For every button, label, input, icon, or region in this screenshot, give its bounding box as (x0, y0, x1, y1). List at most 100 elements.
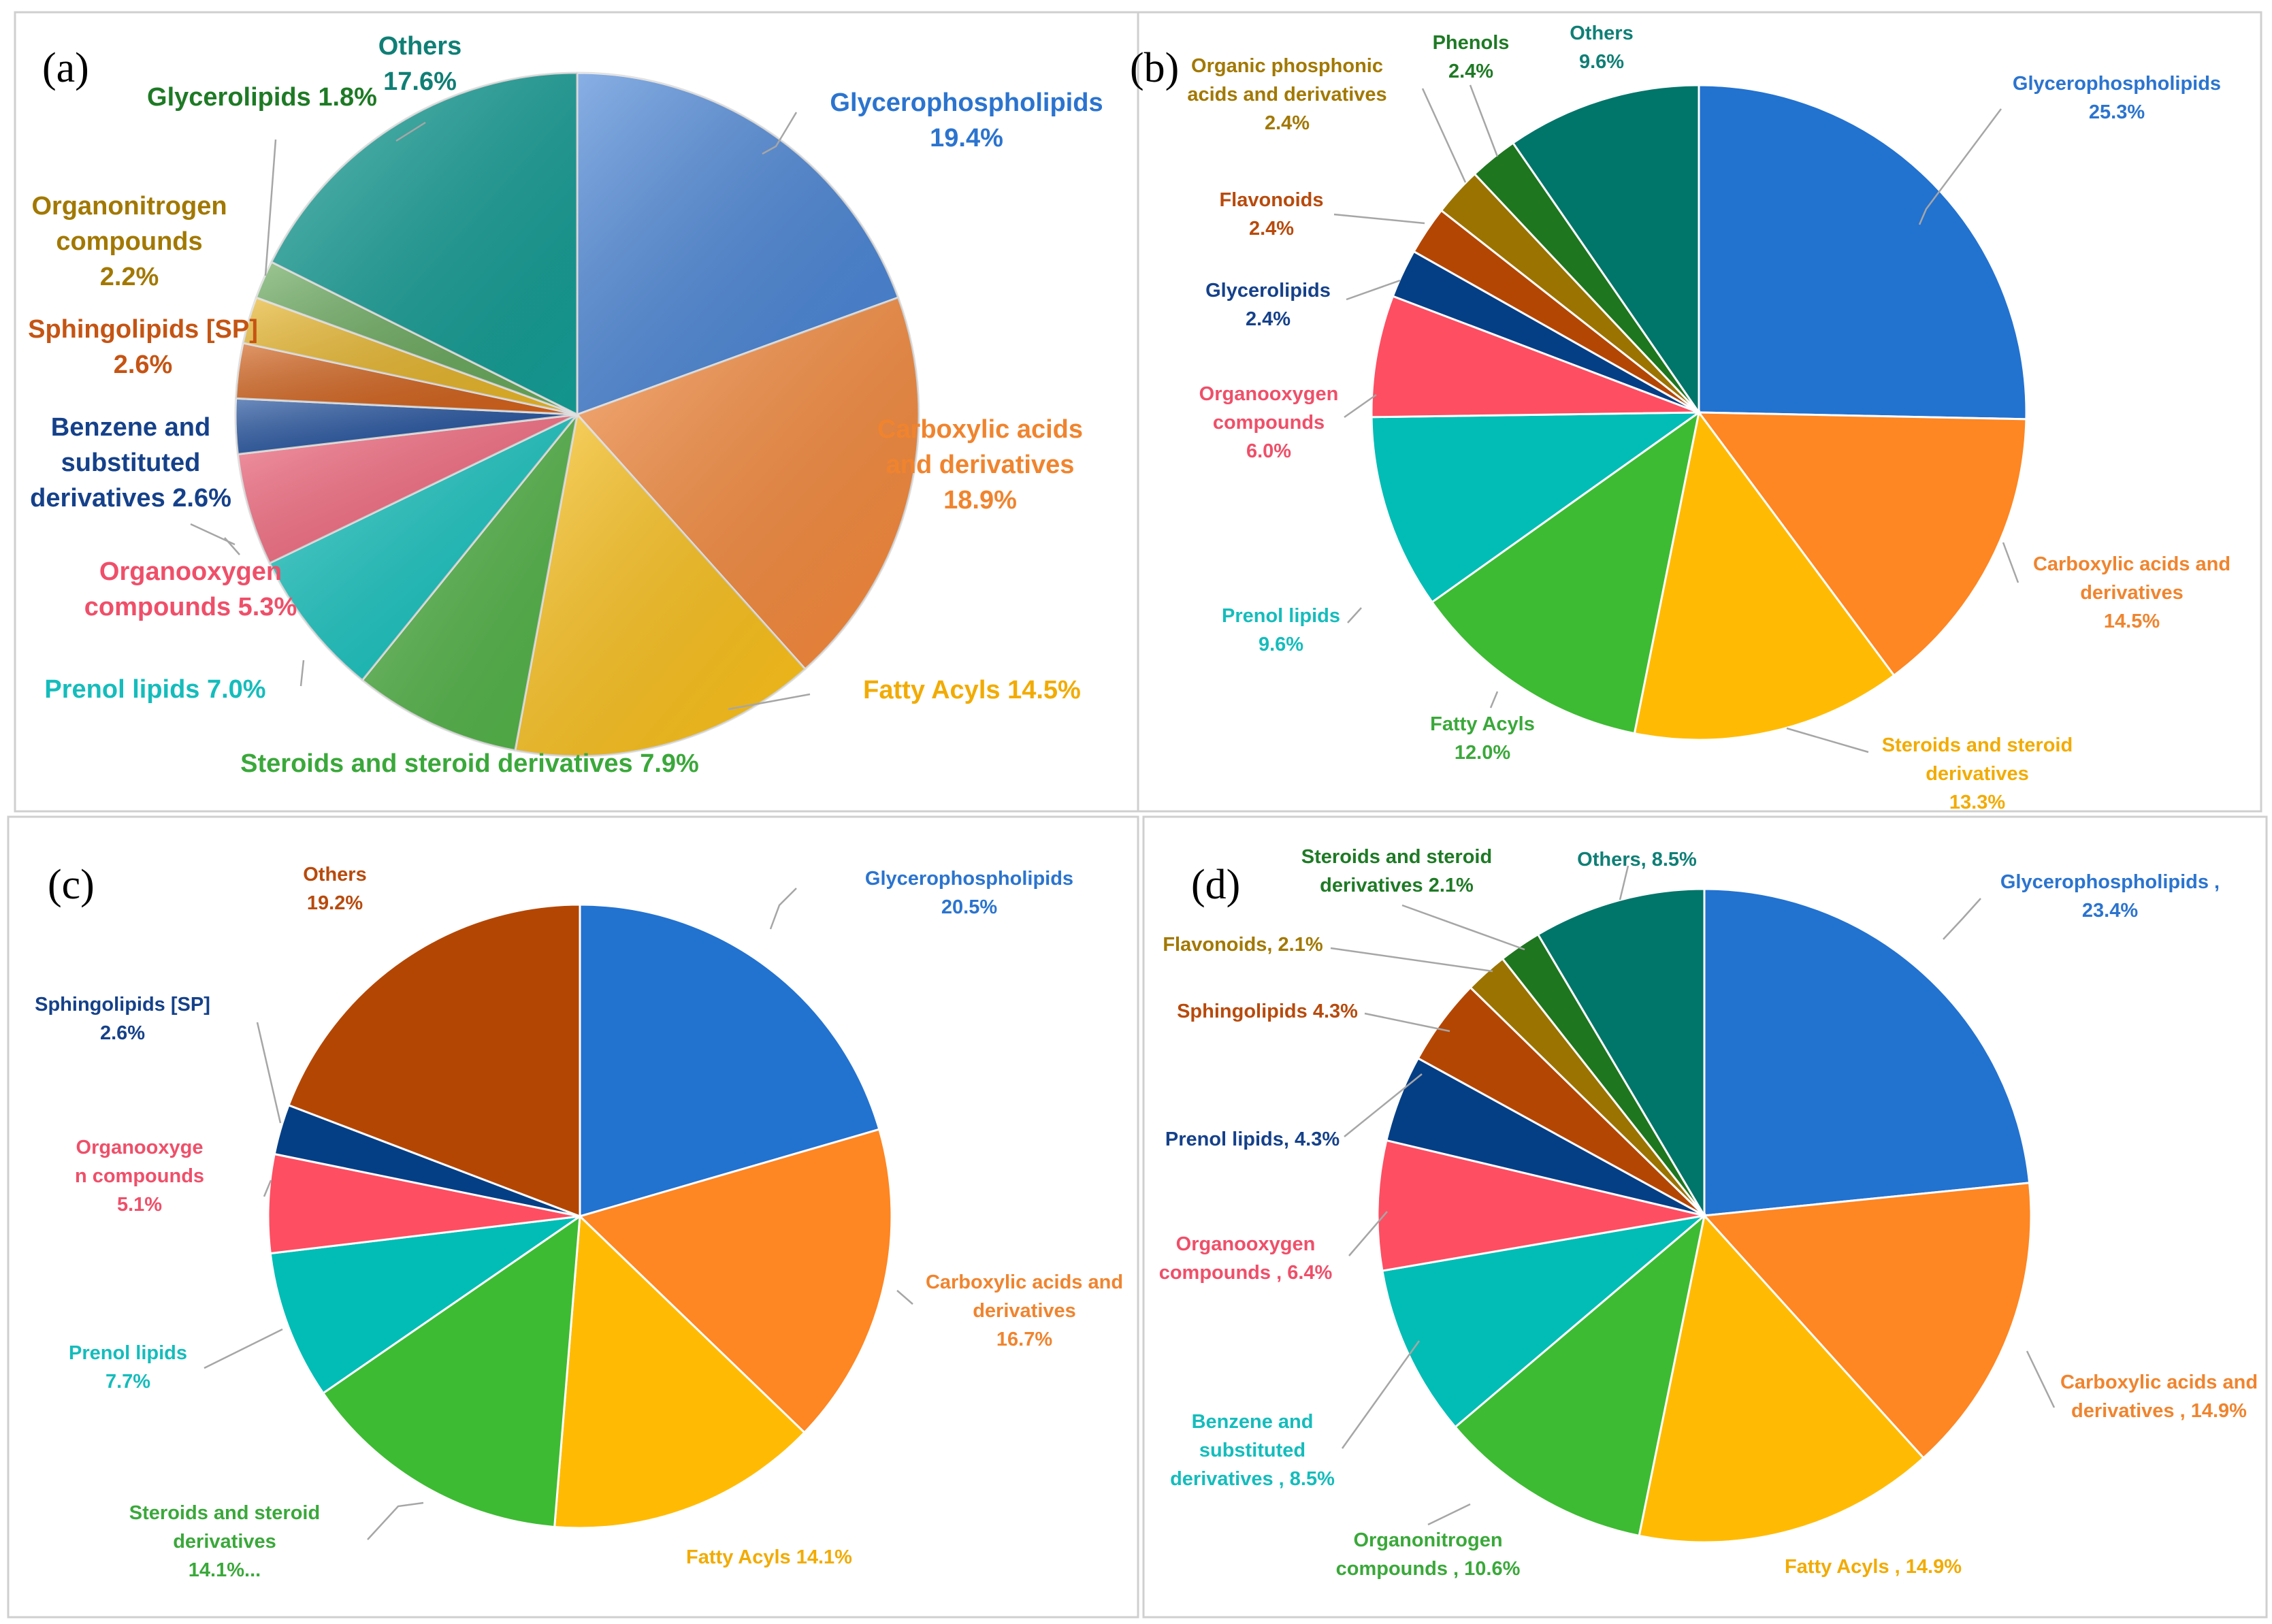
pie-c-label-line: n compounds (75, 1165, 204, 1187)
pie-b-label-prenol-lipids: Prenol lipids 9.6% (1222, 605, 1340, 655)
pie-d-slice-glycerophospholipids (1703, 888, 2031, 1217)
pie-d-label-line: derivatives 2.1% (1320, 875, 1474, 896)
pie-a-slice-shade-fatty-acyls (515, 415, 805, 757)
pie-a-slice-shade-carboxylic-acids-and-derivatives (577, 297, 920, 669)
pie-a-leader-benzene-and-substituted-derivatives (190, 523, 236, 546)
pie-a-label-prenol-lipids: Prenol lipids 7.0% (44, 675, 265, 704)
pie-c-leader-prenol-lipids (204, 1328, 283, 1369)
pie-d-label-organonitrogen-compounds: Organonitrogen compounds , 10.6% (1336, 1529, 1521, 1580)
pie-c-label-line: Sphingolipids [SP] (35, 994, 210, 1016)
panel-a-letter: (a) (42, 45, 89, 91)
pie-a-label-line: Fatty Acyls 14.5% (863, 676, 1081, 704)
pie-d-label-line: Organooxygen (1176, 1233, 1316, 1255)
pie-d-label-line: 23.4% (2082, 900, 2138, 922)
pie-b-label-line: 2.4% (1265, 112, 1310, 134)
pie-b-label-line: Organooxygen (1199, 383, 1339, 405)
pie-d-leader-benzene-and-substituted-derivatives (1341, 1340, 1421, 1449)
pie-b-label-steroids-and-steroid-derivatives: Steroids and steroid derivatives 13.3% (1882, 734, 2073, 813)
pie-d-leader-sphingolipids (1364, 1012, 1450, 1033)
pie-a-label-line: Others (378, 32, 461, 61)
pie-b-slice-organooxygen-compounds (1370, 295, 1700, 419)
pie-a-slice-shade-steroids-and-steroid-derivatives (362, 415, 577, 751)
pie-d-slice-organonitrogen-compounds (1453, 1213, 1706, 1538)
pie-b-label-line: 9.6% (1579, 51, 1624, 73)
pie-c-leader-steroids-and-steroid-derivatives (367, 1501, 424, 1540)
pie-d-label-line: substituted (1199, 1440, 1305, 1461)
pie-c-label-line: Carboxylic acids and (926, 1271, 1123, 1293)
pie-b-label-carboxylic-acids-and-derivatives: Carboxylic acids and derivatives 14.5% (2033, 553, 2230, 632)
pie-b-label-line: derivatives (1926, 763, 2029, 785)
pie-a-label-organooxygen-compounds: Organooxygen compounds 5.3% (84, 557, 297, 621)
pie-a-label-line: and derivatives (886, 451, 1075, 479)
pie-b-label-organic-phosphonic-acids-and-derivatives: Organic phosphonic acids and derivatives 2… (1187, 55, 1386, 134)
pie-a-leader-fatty-acyls (728, 693, 811, 711)
pie-c-leader-organooxygen-compounds (263, 1180, 272, 1197)
pie-c-label-line: Fatty Acyls 14.1% (686, 1546, 852, 1568)
pie-a-label-line: 17.6% (383, 67, 457, 96)
pie-a-slice-shade-organonitrogen-compounds (243, 297, 577, 415)
pie-b-label-glycerolipids: Glycerolipids 2.4% (1205, 280, 1331, 330)
pie-d-label-line: Benzene and (1192, 1411, 1314, 1433)
pie-c-slice-fatty-acyls (553, 1214, 807, 1529)
pie-b-label-line: 14.5% (2104, 611, 2160, 632)
pie-b-leader-glycerophospholipids (1918, 108, 2002, 225)
pie-b-label-line: 2.4% (1249, 218, 1294, 240)
pie-b-label-phenols: Phenols 2.4% (1433, 32, 1510, 82)
panel-c-letter: (c) (48, 862, 95, 908)
pie-a-slice-shade-benzene-and-substituted-derivatives (236, 398, 577, 455)
pie-b-slice-fatty-acyls (1430, 410, 1701, 735)
pie-c-label-line: 20.5% (941, 896, 997, 918)
pie-a-label-line: Glycerolipids 1.8% (147, 83, 377, 112)
pie-d-label-prenol-lipids: Prenol lipids, 4.3% (1165, 1128, 1340, 1150)
pie-c-label-line: 7.7% (106, 1371, 150, 1393)
pie-a-slice-shade-prenol-lipids (270, 415, 577, 681)
pie-b-label-line: Prenol lipids (1222, 605, 1340, 627)
pie-a-label-others: Others 17.6% (378, 32, 461, 96)
pie-a-label-line: compounds (56, 227, 202, 256)
pie-a-label-line: substituted (61, 449, 201, 477)
pie-d-label-glycerophospholipids: Glycerophospholipids , 23.4% (2000, 871, 2220, 922)
pie-a-label-line: Glycerophospholipids (830, 88, 1103, 117)
pie-b-label-line: 9.6% (1259, 634, 1303, 655)
pie-b-label-line: Flavonoids (1219, 189, 1323, 211)
pie-c-label-steroids-and-steroid-derivatives: Steroids and steroid derivatives 14.1%... (129, 1502, 320, 1581)
pie-d-label-benzene-and-substituted-derivatives: Benzene and substituted derivatives , 8.5% (1170, 1411, 1335, 1490)
pie-d-leader-flavonoids (1330, 947, 1493, 973)
pie-d-slice-carboxylic-acids-and-derivatives (1702, 1182, 2032, 1460)
pie-b-leader-phenols (1469, 84, 1499, 157)
pie-b-label-line: derivatives (2080, 582, 2184, 604)
pie-b-label-line: Steroids and steroid (1882, 734, 2073, 756)
pie-chart-d: Glycerophospholipids , 23.4% Carboxylic ac… (1159, 846, 2258, 1580)
pie-d-label-line: Carboxylic acids and (2060, 1371, 2258, 1393)
pie-d-label-line: compounds , 10.6% (1336, 1558, 1521, 1580)
panel-d-frame (1142, 815, 2268, 1619)
pie-a-label-glycerolipids: Glycerolipids 1.8% (147, 83, 377, 112)
pie-a-leader-glycerophospholipids (762, 112, 798, 155)
pie-d-label-others: Others, 8.5% (1577, 849, 1697, 871)
pie-a-label-glycerophospholipids: Glycerophospholipids 19.4% (830, 88, 1103, 152)
pie-b-leader-flavonoids (1333, 213, 1425, 225)
pie-c-slice-carboxylic-acids-and-derivatives (578, 1128, 893, 1434)
pie-b-label-line: Carboxylic acids and (2033, 553, 2230, 575)
pie-a-label-line: 2.2% (100, 263, 159, 291)
pie-d-label-line: Sphingolipids 4.3% (1177, 1001, 1358, 1022)
pie-d-slice-others (1536, 888, 1706, 1220)
pie-d-leader-carboxylic-acids-and-derivatives (2026, 1350, 2056, 1408)
panel-d-letter: (d) (1191, 862, 1240, 908)
pie-d-leader-organooxygen-compounds (1348, 1211, 1388, 1256)
pie-a-label-line: Steroids and steroid derivatives 7.9% (240, 749, 699, 778)
pie-b-label-line: Phenols (1433, 32, 1510, 54)
pie-d-leader-others (1619, 865, 1629, 900)
pie-d-label-line: Glycerophospholipids , (2000, 871, 2220, 893)
pie-c-label-line: Prenol lipids (69, 1342, 187, 1364)
pie-b-label-line: Glycerolipids (1205, 280, 1331, 302)
pie-a-label-steroids-and-steroid-derivatives: Steroids and steroid derivatives 7.9% (240, 749, 699, 778)
pie-d-label-line: Fatty Acyls , 14.9% (1785, 1556, 1962, 1578)
pie-b-leader-glycerolipids (1346, 279, 1401, 301)
pie-b-label-fatty-acyls: Fatty Acyls 12.0% (1430, 713, 1535, 764)
pie-b-label-line: 12.0% (1455, 742, 1510, 764)
pie-b-leader-steroids-and-steroid-derivatives (1786, 727, 1869, 753)
pie-c-slice-steroids-and-steroid-derivatives (321, 1214, 581, 1529)
pie-b-leader-prenol-lipids (1347, 607, 1362, 623)
pie-b-slice-others (1511, 84, 1700, 416)
